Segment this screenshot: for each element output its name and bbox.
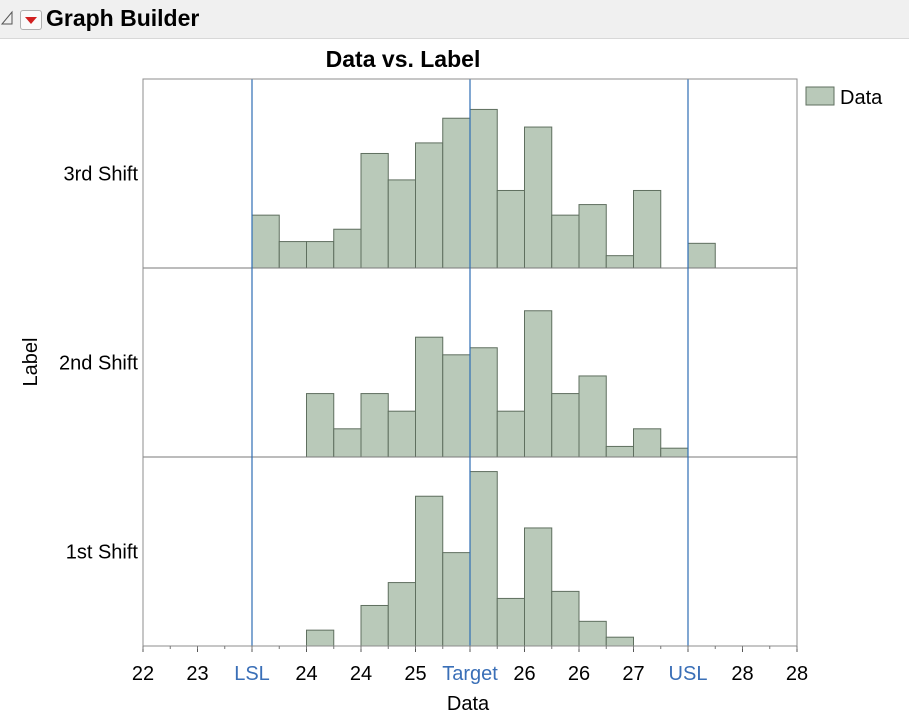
histogram-bar	[278, 241, 307, 269]
panel-label: 1st Shift	[66, 542, 139, 564]
histogram-bar	[442, 552, 471, 647]
histogram-bar	[442, 354, 471, 458]
red-triangle-menu-button[interactable]	[20, 10, 42, 30]
histogram-bar	[496, 597, 525, 647]
legend-label: Data	[840, 87, 883, 109]
x-axis-label: Data	[447, 693, 490, 715]
histogram-bar	[333, 228, 362, 269]
histogram-bar	[387, 582, 416, 647]
histogram-bar	[306, 241, 335, 269]
histogram-bar	[578, 204, 607, 269]
histogram-bar	[660, 447, 689, 458]
histogram-bar	[524, 126, 553, 269]
x-tick-label: 26	[513, 663, 535, 685]
histogram-bar	[415, 495, 444, 647]
histogram-bar	[415, 142, 444, 269]
histogram-bar	[333, 428, 362, 458]
panel-title: Graph Builder	[46, 5, 200, 31]
x-tick-label: 23	[186, 663, 208, 685]
x-tick-label: 28	[731, 663, 753, 685]
histogram-bar	[551, 214, 580, 269]
x-tick-label: 24	[350, 663, 372, 685]
disclosure-triangle-icon[interactable]	[0, 10, 14, 26]
histogram-bar	[496, 189, 525, 269]
histogram-bar	[360, 604, 389, 647]
histogram-bar	[442, 117, 471, 269]
histogram-bar	[524, 310, 553, 458]
histogram-bar	[551, 590, 580, 647]
histogram-bar	[469, 108, 498, 269]
panel-label: 3rd Shift	[64, 164, 139, 186]
x-tick-label: 26	[568, 663, 590, 685]
histogram-bar	[605, 636, 634, 647]
histogram-bar	[360, 393, 389, 458]
x-tick-label: LSL	[234, 663, 270, 685]
x-tick-label: 25	[404, 663, 426, 685]
histogram-bar	[633, 189, 662, 269]
x-tick-label: 24	[295, 663, 317, 685]
histogram-bar	[578, 375, 607, 458]
histogram-bar	[360, 152, 389, 269]
chart-title: Data vs. Label	[326, 46, 481, 72]
y-axis-label: Label	[20, 338, 42, 387]
histogram-bar	[496, 410, 525, 458]
x-tick-label: 27	[622, 663, 644, 685]
histogram-bar	[415, 336, 444, 458]
histogram-bar	[306, 629, 335, 647]
histogram-bar	[306, 393, 335, 458]
histogram-bar	[387, 410, 416, 458]
histogram-bar	[633, 428, 662, 458]
histogram-bar	[687, 242, 716, 269]
x-tick-label: 28	[786, 663, 808, 685]
x-tick-label: Target	[442, 663, 498, 685]
histogram-bar	[469, 347, 498, 458]
histogram-bar	[251, 214, 280, 269]
histogram-bar	[605, 445, 634, 458]
x-tick-label: USL	[669, 663, 708, 685]
histogram-bar	[605, 255, 634, 269]
graph-builder-header: Graph Builder	[0, 0, 909, 39]
x-tick-label: 22	[132, 663, 154, 685]
panel-label: 2nd Shift	[59, 353, 138, 375]
histogram-bar	[469, 471, 498, 647]
histogram-bar	[524, 527, 553, 647]
histogram-bar	[578, 620, 607, 647]
histogram-bar	[387, 179, 416, 269]
legend-swatch	[805, 86, 835, 106]
histogram-bar	[551, 393, 580, 458]
